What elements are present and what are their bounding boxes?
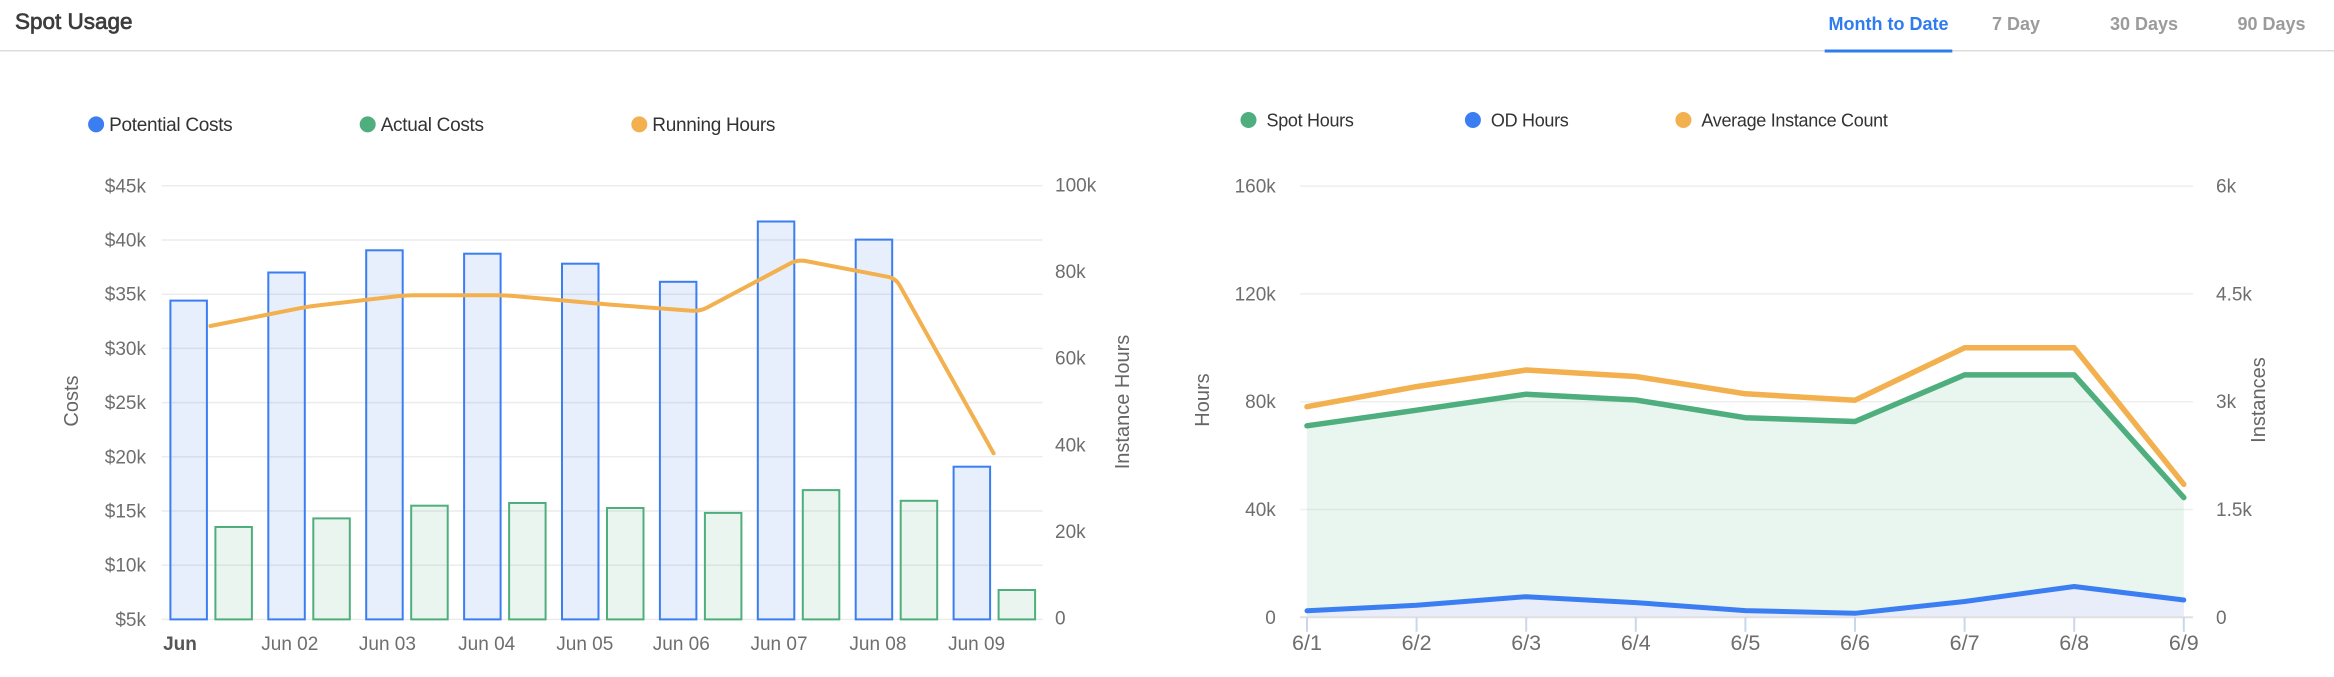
- svg-text:Jun 04: Jun 04: [458, 634, 515, 655]
- svg-text:Hours: Hours: [1192, 373, 1214, 426]
- svg-text:3k: 3k: [2216, 392, 2237, 413]
- svg-text:Spot Usage: Spot Usage: [15, 9, 133, 34]
- svg-text:$30k: $30k: [105, 339, 147, 360]
- svg-text:1.5k: 1.5k: [2216, 500, 2252, 521]
- svg-text:120k: 120k: [1235, 284, 1277, 305]
- svg-text:0: 0: [1055, 609, 1066, 630]
- svg-text:6/6: 6/6: [1840, 631, 1870, 655]
- svg-text:Jun 03: Jun 03: [359, 634, 416, 655]
- svg-text:Jun: Jun: [163, 634, 197, 655]
- svg-text:6/2: 6/2: [1402, 631, 1432, 655]
- svg-text:Jun 06: Jun 06: [653, 634, 710, 655]
- svg-text:Instance Hours: Instance Hours: [1112, 335, 1134, 470]
- svg-text:6/8: 6/8: [2059, 631, 2089, 655]
- svg-text:Month to Date: Month to Date: [1829, 14, 1949, 34]
- svg-text:6/3: 6/3: [1511, 631, 1541, 655]
- svg-text:$20k: $20k: [105, 447, 147, 468]
- svg-text:Jun 09: Jun 09: [948, 634, 1005, 655]
- svg-text:40k: 40k: [1055, 435, 1086, 456]
- svg-text:6/1: 6/1: [1292, 631, 1322, 655]
- svg-text:Instances: Instances: [2248, 357, 2270, 443]
- svg-text:$35k: $35k: [105, 285, 147, 306]
- svg-text:$5k: $5k: [115, 610, 146, 631]
- svg-text:Actual Costs: Actual Costs: [381, 115, 484, 136]
- svg-text:Running Hours: Running Hours: [652, 115, 775, 136]
- svg-text:6/9: 6/9: [2169, 631, 2199, 655]
- svg-text:Jun 08: Jun 08: [849, 634, 906, 655]
- svg-text:100k: 100k: [1055, 176, 1097, 197]
- svg-text:160k: 160k: [1235, 177, 1277, 198]
- svg-text:Average Instance Count: Average Instance Count: [1701, 111, 1887, 131]
- svg-text:$25k: $25k: [105, 393, 147, 414]
- svg-text:Potential Costs: Potential Costs: [109, 115, 232, 136]
- svg-text:0: 0: [2216, 608, 2227, 629]
- svg-text:Jun 02: Jun 02: [261, 634, 318, 655]
- svg-text:60k: 60k: [1055, 349, 1086, 370]
- svg-text:OD Hours: OD Hours: [1491, 111, 1569, 131]
- svg-text:80k: 80k: [1055, 262, 1086, 283]
- svg-text:4.5k: 4.5k: [2216, 284, 2252, 305]
- svg-text:$15k: $15k: [105, 502, 147, 523]
- svg-text:$40k: $40k: [105, 231, 147, 252]
- svg-text:Jun 07: Jun 07: [750, 634, 807, 655]
- svg-text:$45k: $45k: [105, 176, 147, 197]
- svg-text:6k: 6k: [2216, 177, 2237, 198]
- svg-text:80k: 80k: [1245, 392, 1276, 413]
- svg-text:40k: 40k: [1245, 500, 1276, 521]
- svg-text:30 Days: 30 Days: [2110, 14, 2178, 34]
- svg-text:20k: 20k: [1055, 522, 1086, 543]
- svg-text:6/5: 6/5: [1730, 631, 1760, 655]
- svg-text:7 Day: 7 Day: [1992, 14, 2040, 34]
- svg-text:$10k: $10k: [105, 556, 147, 577]
- svg-text:90 Days: 90 Days: [2237, 14, 2305, 34]
- svg-text:Jun 05: Jun 05: [556, 634, 613, 655]
- svg-text:6/7: 6/7: [1950, 631, 1980, 655]
- svg-text:6/4: 6/4: [1621, 631, 1651, 655]
- svg-text:0: 0: [1265, 608, 1276, 629]
- svg-text:Costs: Costs: [61, 375, 83, 426]
- svg-text:Spot Hours: Spot Hours: [1267, 111, 1354, 131]
